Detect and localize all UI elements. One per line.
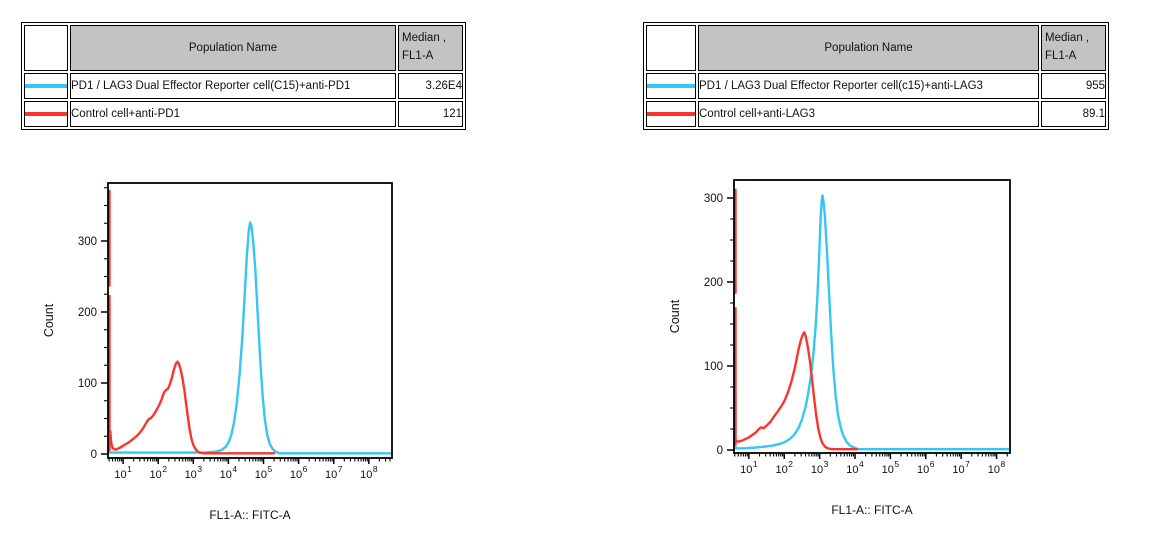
svg-text:200: 200 [78,307,97,319]
svg-text:101: 101 [740,459,758,476]
svg-text:103: 103 [811,459,829,476]
svg-text:108: 108 [988,459,1006,476]
swatch-cell [646,101,696,127]
svg-text:102: 102 [149,464,167,481]
population-name: PD1 / LAG3 Dual Effector Reporter cell(c… [698,73,1039,99]
series-color-swatch [25,84,67,88]
svg-text:106: 106 [290,464,308,481]
swatch-cell [24,101,68,127]
median-header-line1: Median , [1045,32,1090,45]
svg-text:105: 105 [255,464,273,481]
median-value: 121 [398,101,463,127]
table-row: Control cell+anti-PD1 121 [24,101,463,127]
population-name: Control cell+anti-PD1 [70,101,396,127]
population-name: PD1 / LAG3 Dual Effector Reporter cell(C… [70,73,396,99]
table-row: PD1 / LAG3 Dual Effector Reporter cell(c… [646,73,1106,99]
median-value: 3.26E4 [398,73,463,99]
swatch-cell [24,73,68,99]
median-header-line2: FL1-A [1045,50,1077,62]
swatch-cell [646,73,696,99]
population-name-header: Population Name [698,25,1039,71]
y-axis-title: Count [42,303,56,337]
series-color-swatch [647,84,695,88]
swatch-header-cell [24,25,68,71]
table-header-row: Population Name Median , FL1-A [24,25,463,71]
x-axis-title: FL1-A:: FITC-A [209,508,290,522]
median-header: Median , FL1-A [1041,25,1106,71]
svg-text:107: 107 [952,459,970,476]
svg-text:100: 100 [704,361,723,373]
svg-text:108: 108 [360,464,378,481]
svg-text:102: 102 [776,459,794,476]
median-header-line2: FL1-A [402,50,434,62]
svg-text:300: 300 [78,236,97,248]
svg-text:100: 100 [78,378,97,390]
svg-text:0: 0 [91,449,97,461]
y-axis-title: Count [668,299,682,333]
population-name: Control cell+anti-LAG3 [698,101,1039,127]
histogram-anti-pd1[interactable]: 0 100 200 300 101 102 103 104 105 106 107 108 Count F… [40,158,430,540]
svg-text:200: 200 [704,277,723,289]
median-header: Median , FL1-A [398,25,463,71]
population-name-header: Population Name [70,25,396,71]
svg-text:101: 101 [114,464,132,481]
x-axis-title: FL1-A:: FITC-A [831,503,912,517]
svg-text:103: 103 [185,464,203,481]
series-color-swatch [25,112,67,116]
histogram-anti-lag3[interactable]: 0 100 200 300 101 102 103 104 105 106 107 108 Count F… [655,155,1055,540]
svg-text:105: 105 [882,459,900,476]
svg-text:0: 0 [717,445,723,457]
median-value: 955 [1041,73,1106,99]
series-color-swatch [647,112,695,116]
svg-text:107: 107 [325,464,343,481]
svg-text:104: 104 [220,464,238,481]
table-header-row: Population Name Median , FL1-A [646,25,1106,71]
median-header-line1: Median , [402,32,447,45]
population-table-anti-lag3[interactable]: Population Name Median , FL1-A PD1 / LAG… [643,22,1109,130]
svg-text:104: 104 [846,459,864,476]
table-row: Control cell+anti-LAG3 89.1 [646,101,1106,127]
svg-text:106: 106 [917,459,935,476]
table-row: PD1 / LAG3 Dual Effector Reporter cell(C… [24,73,463,99]
median-value: 89.1 [1041,101,1106,127]
swatch-header-cell [646,25,696,71]
population-table-anti-pd1[interactable]: Population Name Median , FL1-A PD1 / LAG… [21,22,466,130]
svg-text:300: 300 [704,193,723,205]
